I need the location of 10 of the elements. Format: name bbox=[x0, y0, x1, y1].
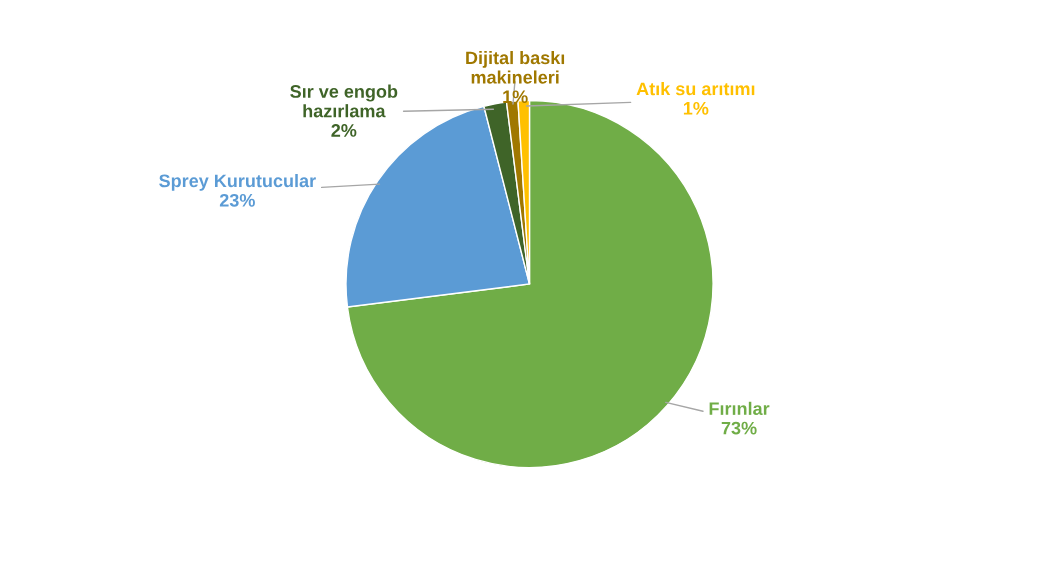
data-label: 73% bbox=[721, 421, 757, 435]
slice-label: Fırınlar bbox=[709, 401, 770, 416]
data-label: 1% bbox=[683, 101, 709, 115]
data-label: 1% bbox=[503, 90, 528, 104]
data-label: 23% bbox=[219, 193, 255, 207]
slice-label: Atık su arıtımı bbox=[636, 82, 755, 96]
data-label: 2% bbox=[331, 124, 357, 137]
slice-label: Sır ve engob hazırlama bbox=[290, 84, 398, 118]
slice-label: Sprey Kurutucular bbox=[159, 173, 316, 191]
slice-label: Dijital baskı makineleri bbox=[466, 50, 565, 84]
